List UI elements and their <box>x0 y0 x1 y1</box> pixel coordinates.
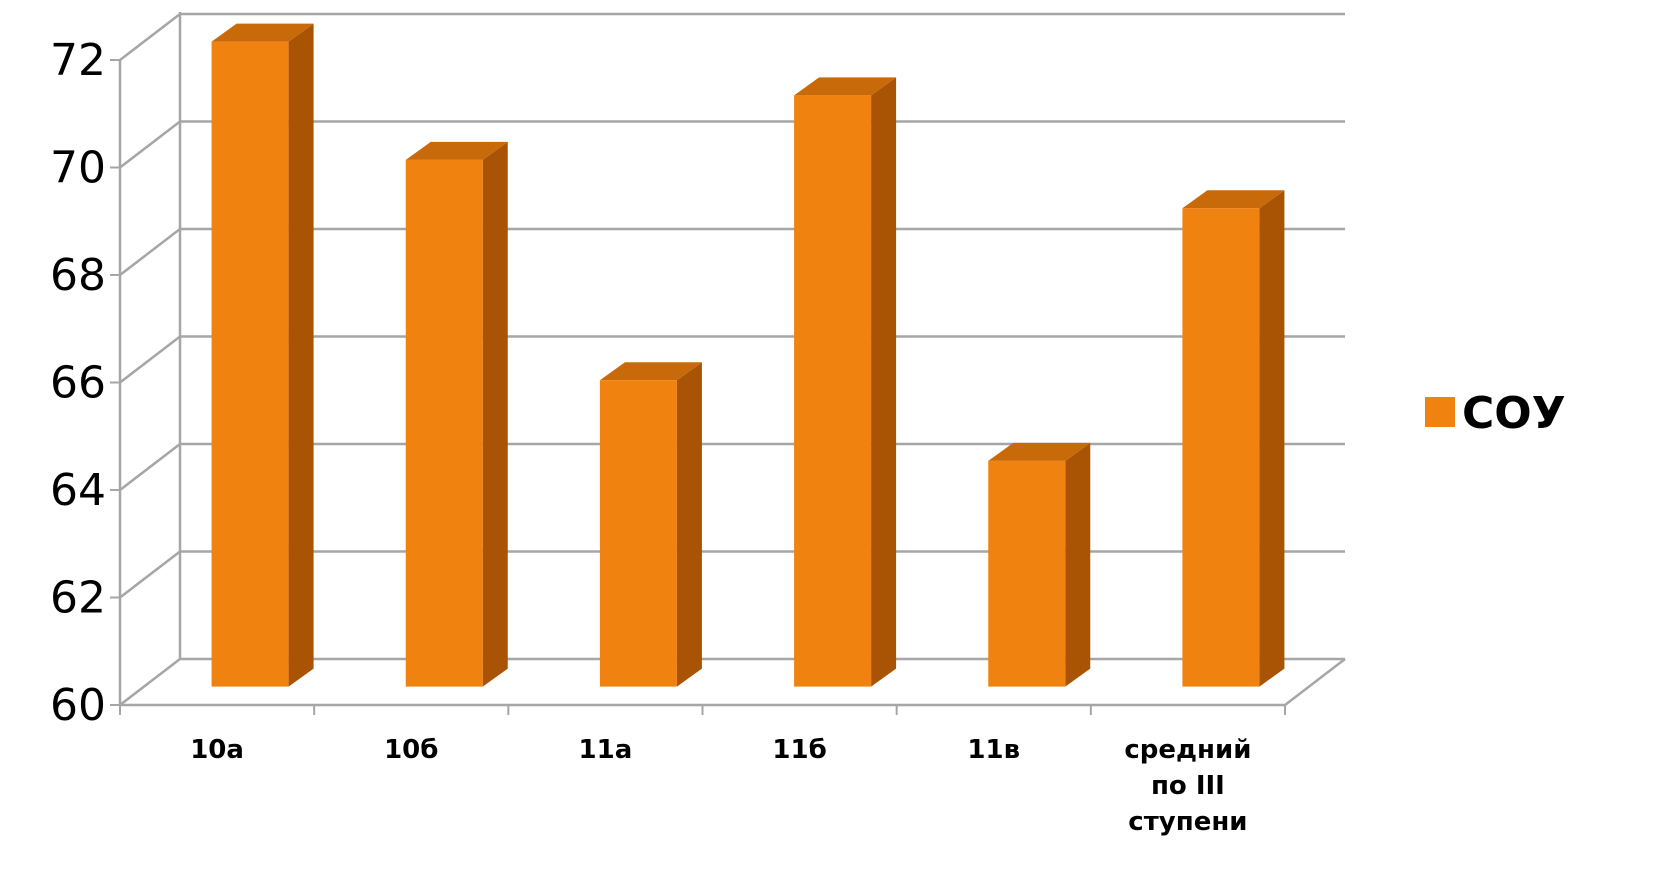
gridline-side-62 <box>119 550 181 599</box>
gridline-side-66 <box>119 335 181 384</box>
xtick-label: ступени <box>1128 807 1247 837</box>
bar-side <box>676 362 702 687</box>
xtick-label: средний <box>1124 735 1251 765</box>
gridlines <box>119 12 1345 706</box>
xtick-label: 10а <box>190 735 244 765</box>
bar-front <box>405 159 483 687</box>
bar-top <box>211 23 314 42</box>
ytick-label: 62 <box>50 573 106 624</box>
gridline-side-64 <box>119 443 181 491</box>
gridline-side-72 <box>119 13 181 61</box>
bar-1 <box>405 141 508 687</box>
gridline-side-60 <box>119 658 181 706</box>
bar-front <box>794 95 872 687</box>
bar-2 <box>599 362 702 687</box>
bar-front <box>211 41 289 687</box>
bar-3 <box>794 77 897 687</box>
xtick-label: 11б <box>772 735 826 765</box>
ytick-label: 72 <box>50 35 106 86</box>
gridline-side-70 <box>119 120 181 169</box>
bar-front <box>599 380 677 687</box>
bars <box>211 23 1285 687</box>
bar-side <box>1065 442 1091 687</box>
bar-top <box>794 77 897 96</box>
bar-top <box>1182 190 1285 209</box>
y-axis: 60 62 64 66 68 70 72 <box>50 35 120 731</box>
bar-side <box>288 23 314 687</box>
bar-top <box>988 442 1091 461</box>
xtick-label: 10б <box>384 735 438 765</box>
ytick-label: 68 <box>50 250 106 301</box>
bar-side <box>871 77 897 687</box>
bar-front <box>1182 208 1260 687</box>
x-axis: 10а 10б 11а 11б 11в средний по III ступени <box>119 705 1286 837</box>
bar-4 <box>988 442 1091 687</box>
bar-top <box>405 141 508 160</box>
xtick-label: по III <box>1151 771 1225 801</box>
bar-top <box>599 362 702 381</box>
ytick-label: 60 <box>50 680 106 731</box>
bar-front <box>988 460 1066 687</box>
legend-label: СОУ <box>1462 388 1566 439</box>
floor-right-edge <box>1284 658 1346 706</box>
gridline-side-68 <box>119 228 181 276</box>
ytick-label: 70 <box>50 143 106 194</box>
bar-side <box>1259 190 1285 687</box>
legend-swatch <box>1425 397 1455 427</box>
bar-side <box>482 141 508 687</box>
xtick-label: 11в <box>967 735 1020 765</box>
legend: СОУ <box>1425 388 1566 439</box>
xtick-label: 11а <box>579 735 633 765</box>
ytick-label: 64 <box>50 465 106 516</box>
ytick-label: 66 <box>50 358 106 409</box>
bar-0 <box>211 23 314 687</box>
bar-5 <box>1182 190 1285 687</box>
